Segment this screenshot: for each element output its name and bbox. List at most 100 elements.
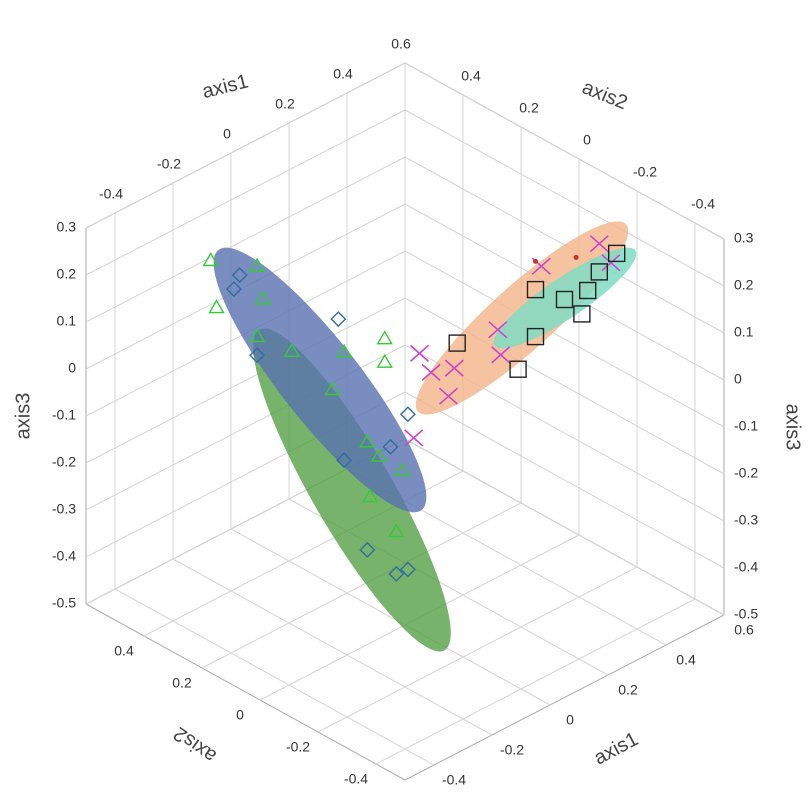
box-edge	[404, 614, 725, 781]
y-tick-label: 0	[236, 707, 244, 723]
axis-title: axis3	[12, 393, 34, 440]
x-point	[438, 387, 459, 405]
triangle-point	[208, 299, 225, 314]
axis-title: axis3	[782, 404, 804, 451]
points	[202, 235, 626, 582]
z-tick-label: -0.3	[52, 501, 76, 517]
triangle-point	[376, 330, 393, 345]
dot-point	[573, 254, 579, 260]
z-tick-label: -0.1	[52, 407, 76, 423]
triangle-point	[376, 353, 393, 368]
grid-line	[201, 502, 522, 669]
x-point	[488, 321, 508, 339]
axis-title: axis1	[590, 728, 642, 769]
z-tick-label: 0.3	[57, 219, 77, 235]
square-point	[448, 334, 466, 352]
z-tick-label: -0.4	[52, 548, 76, 564]
x-point	[589, 235, 609, 253]
triangle-point	[388, 523, 405, 538]
y-tick-label: -0.2	[286, 739, 310, 755]
z-tick-label: 0.2	[734, 277, 754, 293]
grid-line	[404, 297, 725, 475]
diamond-point	[382, 438, 399, 455]
labels: -0.4 -0.4 -0.2 -0.2 0 0 0.2 0.2 0.4 0.4 0.6 0.6 -0.4…	[12, 36, 803, 788]
z-tick-label: 0.3	[734, 230, 754, 246]
dot-point	[533, 258, 538, 264]
y-tick-label: 0.4	[114, 643, 134, 659]
y-tick-label: 0.2	[172, 675, 192, 691]
grid-line	[404, 250, 725, 428]
triangle-point	[324, 381, 341, 396]
z-tick-label: -0.2	[734, 465, 758, 481]
diamond-point	[231, 267, 248, 284]
z-tick-label: -0.5	[52, 595, 76, 611]
square-point	[573, 305, 591, 323]
z-tick-label: 0.1	[57, 313, 77, 329]
x-tick-label: -0.2	[157, 156, 181, 172]
x-tick-label: 0	[566, 712, 574, 728]
x-point	[491, 346, 511, 364]
y-tick-label: 0	[583, 132, 591, 148]
diamond-point	[336, 452, 353, 469]
axis-title: axis2	[579, 76, 631, 114]
diamond-point	[225, 281, 242, 298]
x-point	[409, 344, 430, 362]
x-tick-label: 0.2	[275, 96, 295, 112]
diamond-point	[399, 406, 416, 423]
triangle-point	[254, 290, 272, 305]
diamond-point	[249, 347, 266, 364]
x-tick-label: 0.4	[333, 66, 353, 82]
y-tick-label: -0.4	[691, 196, 715, 212]
z-tick-label: -0.5	[734, 606, 758, 622]
diamond-point	[388, 565, 405, 582]
grid-line	[404, 391, 725, 569]
grid-line	[85, 297, 406, 464]
diamond-point	[330, 311, 347, 328]
z-tick-label: 0	[68, 360, 76, 376]
x-tick-label: -0.2	[500, 742, 524, 758]
square-point	[590, 263, 608, 281]
x-tick-label: 0.6	[734, 622, 754, 638]
z-tick-label: 0.2	[57, 266, 77, 282]
z-tick-label: -0.2	[52, 454, 76, 470]
y-tick-label: 0.4	[461, 68, 481, 84]
diamond-point	[359, 541, 376, 558]
x-tick-label: 0.4	[676, 652, 696, 668]
grid	[85, 62, 725, 781]
triangle-point	[393, 462, 411, 477]
axis-title: axis1	[200, 70, 251, 103]
triangle-point	[248, 328, 266, 343]
triangle-point	[248, 257, 266, 272]
triangle-point	[335, 343, 353, 358]
diamond-point	[399, 561, 416, 578]
z-tick-label: -0.4	[734, 559, 758, 575]
z-tick-label: 0	[734, 371, 742, 387]
x-tick-label: 0.2	[618, 682, 638, 698]
grid-line	[85, 109, 406, 276]
square-point	[526, 280, 545, 299]
box-edge	[85, 603, 406, 781]
grid-line	[114, 588, 435, 766]
square-point	[509, 360, 527, 378]
x-tick-label: -0.4	[99, 186, 123, 202]
grid-line	[375, 598, 696, 765]
grid-line	[172, 558, 493, 736]
x-tick-label: 0.6	[391, 36, 411, 52]
square-point	[555, 290, 574, 309]
grid-line	[230, 528, 551, 706]
x-point	[404, 429, 424, 447]
grid-line	[404, 109, 725, 287]
x-tick-label: 0	[223, 126, 231, 142]
square-point	[526, 327, 545, 346]
ellipsoid-teal	[493, 247, 637, 349]
grid-line	[85, 62, 406, 229]
y-tick-label: 0.2	[519, 100, 539, 116]
z-tick-label: 0.1	[734, 324, 754, 340]
z-tick-label: -0.1	[734, 418, 758, 434]
triangle-point	[283, 342, 301, 357]
y-tick-label: -0.4	[344, 771, 368, 787]
triangle-point	[370, 447, 388, 462]
square-point	[579, 281, 597, 300]
x-point	[601, 254, 621, 272]
